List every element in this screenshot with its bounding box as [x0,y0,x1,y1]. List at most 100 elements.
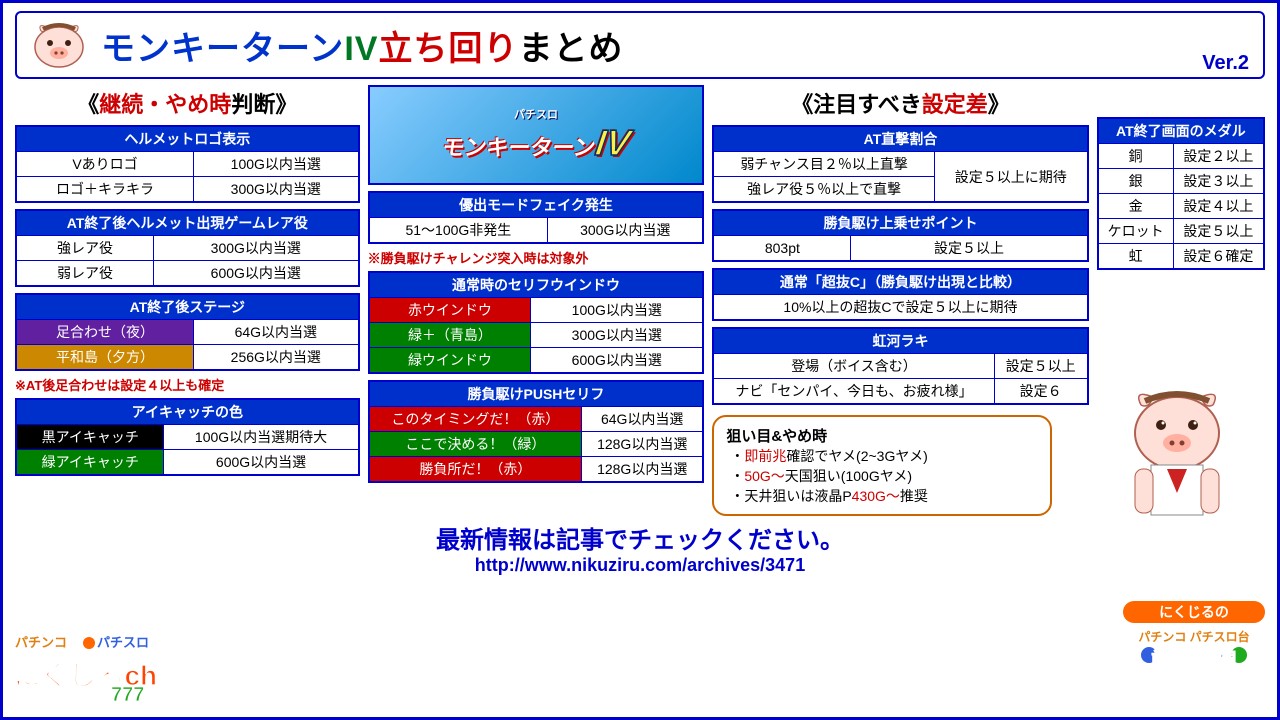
table-header: アイキャッチの色 [16,399,359,425]
table-cell: 10%以上の超抜Cで設定５以上に期待 [713,295,1087,321]
table-cell: 64G以内当選 [582,407,704,432]
table-cell: 銅 [1098,144,1174,169]
game-logo-top: パチスロ [443,106,630,122]
table-cell: 64G以内当選 [193,320,358,345]
pig-icon [29,19,89,71]
table-header: 勝負駆け上乗せポイント [713,210,1087,236]
table-cell: 赤ウインドウ [369,298,531,323]
table-cell: 100G以内当選期待大 [164,425,359,450]
badge-left: パチンコ パチスロ にくじるch 777 [11,631,161,709]
table-at-stage: AT終了後ステージ足合わせ（夜）64G以内当選平和島（夕方）256G以内当選 [15,293,360,371]
tips-line: ・50G～天国狙い(100Gヤメ) [730,466,1038,486]
table-header: AT終了後ステージ [16,294,359,320]
table-header: 通常「超抜C」（勝負駆け出現と比較） [713,269,1087,295]
table-push-serif: 勝負駆けPUSHセリフこのタイミングだ！（赤）64G以内当選ここで決める！（緑）… [368,380,705,483]
table-at-direct: AT直撃割合弱チャンス目２％以上直撃設定５以上に期待強レア役５％以上で直撃 [712,125,1088,203]
tips-box: 狙い目&やめ時・即前兆確認でヤメ(2~3Gヤメ)・50G～天国狙い(100Gヤメ… [712,415,1052,516]
tips-line: ・天井狙いは液晶P430G～推奨 [730,486,1038,506]
table-nijika: 虹河ラキ登場（ボイス含む）設定５以上ナビ「センパイ、今日も、お疲れ様」設定６ [712,327,1088,405]
table-header: AT終了画面のメダル [1098,118,1264,144]
table-header: AT直撃割合 [713,126,1087,152]
game-logo-main: モンキーターンIV [440,122,633,164]
table-cell: ナビ「センパイ、今日も、お疲れ様」 [713,379,994,405]
svg-text:パチンコ パチスロ台: パチンコ パチスロ台 [1138,629,1249,644]
tips-line: ・即前兆確認でヤメ(2~3Gヤメ) [730,446,1038,466]
table-cell: 300G以内当選 [153,236,358,261]
table-shoubu-pt: 勝負駆け上乗せポイント803pt設定５以上 [712,209,1088,262]
table-cell: 設定２以上 [1173,144,1264,169]
tips-title: 狙い目&やめ時 [726,425,1038,446]
section-head-right: 《注目すべき設定差》 [712,87,1088,119]
table-cell: 勝負所だ！（赤） [369,457,582,483]
table-cell: 強レア役 [16,236,153,261]
table-fake-mode: 優出モードフェイク発生51～100G非発生300G以内当選 [368,191,705,244]
title-bar: モンキーターンIV立ち回りまとめ Ver.2 [15,11,1265,79]
section-head-left: 《継続・やめ時判断》 [15,87,360,119]
table-cell: 300G以内当選 [531,323,704,348]
game-logo: パチスロ モンキーターンIV [368,85,705,185]
svg-text:にくじるの: にくじるの [1159,604,1229,620]
table-cell: 黒アイキャッチ [16,425,164,450]
table-cell: 設定５以上 [851,236,1088,262]
table-cell: 弱レア役 [16,261,153,287]
table-cell: ケロット [1098,219,1174,244]
page-frame: モンキーターンIV立ち回りまとめ Ver.2 《継続・やめ時判断》 ヘルメットロ… [0,0,1280,720]
footer: 最新情報は記事でチェックください。 http://www.nikuziru.co… [15,520,1265,576]
table-cell: 256G以内当選 [193,345,358,371]
table-header: ヘルメットロゴ表示 [16,126,359,152]
table-cell: 虹 [1098,244,1174,270]
table-at-helmet-rare: AT終了後ヘルメット出現ゲームレア役強レア役300G以内当選弱レア役600G以内… [15,209,360,287]
page-title: モンキーターンIV立ち回りまとめ [101,21,623,70]
table-cell: 128G以内当選 [582,432,704,457]
table-cell: 緑アイキャッチ [16,450,164,476]
table-serif-window: 通常時のセリフウインドウ赤ウインドウ100G以内当選緑＋（青島）300G以内当選… [368,271,705,374]
table-cell: 平和島（夕方） [16,345,193,371]
table-cell: Vありロゴ [16,152,193,177]
table-cell: 緑＋（青島） [369,323,531,348]
table-cell: 銀 [1098,169,1174,194]
footer-main: 最新情報は記事でチェックください。 [15,520,1265,555]
table-cell: 600G以内当選 [164,450,359,476]
table-header: 勝負駆けPUSHセリフ [369,381,704,407]
table-header: 虹河ラキ [713,328,1087,354]
note-at-stage: ※AT後足合わせは設定４以上も確定 [15,375,360,394]
table-cell: 設定３以上 [1173,169,1264,194]
pig-mascot [1107,383,1247,533]
table-header: 優出モードフェイク発生 [369,192,704,218]
svg-text:777: 777 [111,684,144,706]
table-eyecatch: アイキャッチの色黒アイキャッチ100G以内当選期待大緑アイキャッチ600G以内当… [15,398,360,476]
table-cell: 設定５以上 [994,354,1088,379]
svg-text:パチスロ: パチスロ [97,635,149,650]
note-fake-mode: ※勝負駆けチャレンジ突入時は対象外 [368,248,705,267]
table-cell: 設定６確定 [1173,244,1264,270]
version-label: Ver.2 [1202,52,1249,75]
badge-right: にくじるの パチンコ パチスロ台 評価 感想 [1119,599,1269,709]
table-cell: 128G以内当選 [582,457,704,483]
table-cell: 600G以内当選 [531,348,704,374]
table-cell: 設定６ [994,379,1088,405]
svg-text:パチンコ: パチンコ [15,635,67,650]
column-right: 《注目すべき設定差》 AT直撃割合弱チャンス目２％以上直撃設定５以上に期待強レア… [712,85,1088,516]
table-chobatsu: 通常「超抜C」（勝負駆け出現と比較）10%以上の超抜Cで設定５以上に期待 [712,268,1088,321]
table-helmet-logo: ヘルメットロゴ表示Vありロゴ100G以内当選ロゴ＋キラキラ300G以内当選 [15,125,360,203]
table-header: 通常時のセリフウインドウ [369,272,704,298]
table-cell: 300G以内当選 [548,218,704,244]
table-cell: 登場（ボイス含む） [713,354,994,379]
table-cell: 金 [1098,194,1174,219]
table-cell: このタイミングだ！（赤） [369,407,582,432]
table-header: AT終了後ヘルメット出現ゲームレア役 [16,210,359,236]
table-cell: 設定４以上 [1173,194,1264,219]
table-cell: 100G以内当選 [193,152,358,177]
table-cell: 100G以内当選 [531,298,704,323]
table-medal: AT終了画面のメダル銅設定２以上銀設定３以上金設定４以上ケロット設定５以上虹設定… [1097,117,1265,270]
table-cell: 51～100G非発生 [369,218,548,244]
table-cell: ロゴ＋キラキラ [16,177,193,203]
column-left: 《継続・やめ時判断》 ヘルメットロゴ表示Vありロゴ100G以内当選ロゴ＋キラキラ… [15,85,360,516]
column-mid: パチスロ モンキーターンIV 優出モードフェイク発生51～100G非発生300G… [368,85,705,516]
table-cell: 300G以内当選 [193,177,358,203]
columns: 《継続・やめ時判断》 ヘルメットロゴ表示Vありロゴ100G以内当選ロゴ＋キラキラ… [15,85,1265,516]
table-cell: 足合わせ（夜） [16,320,193,345]
table-cell: 緑ウインドウ [369,348,531,374]
footer-url: http://www.nikuziru.com/archives/3471 [15,555,1265,576]
table-cell: 600G以内当選 [153,261,358,287]
